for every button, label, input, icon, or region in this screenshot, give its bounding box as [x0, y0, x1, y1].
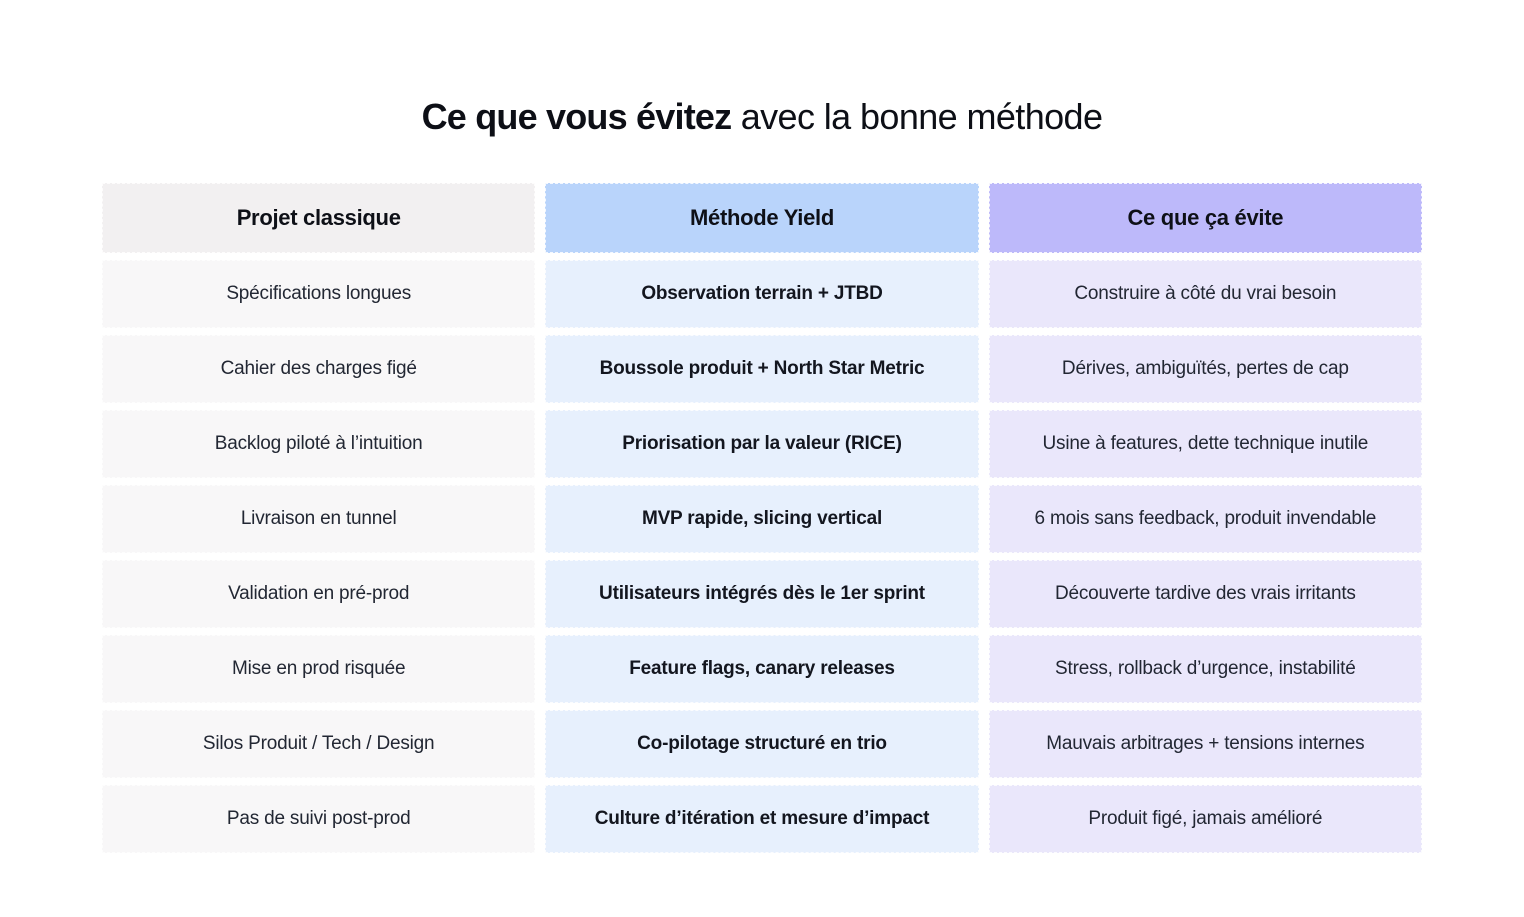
- table-cell-yield: Observation terrain + JTBD: [545, 260, 979, 328]
- comparison-table: Projet classique Méthode Yield Ce que ça…: [102, 183, 1422, 853]
- table-cell-classic: Backlog piloté à l’intuition: [102, 410, 536, 478]
- page-title: Ce que vous évitez avec la bonne méthode: [0, 0, 1524, 139]
- table-cell-avoid: 6 mois sans feedback, produit invendable: [988, 485, 1422, 553]
- table-cell-avoid: Construire à côté du vrai besoin: [988, 260, 1422, 328]
- table-cell-avoid: Produit figé, jamais amélioré: [988, 785, 1422, 853]
- table-cell-classic: Cahier des charges figé: [102, 335, 536, 403]
- table-cell-avoid: Dérives, ambiguïtés, pertes de cap: [988, 335, 1422, 403]
- table-cell-avoid: Stress, rollback d’urgence, instabilité: [988, 635, 1422, 703]
- table-cell-avoid: Usine à features, dette technique inutil…: [988, 410, 1422, 478]
- table-cell-yield: Priorisation par la valeur (RICE): [545, 410, 979, 478]
- table-cell-yield: Boussole produit + North Star Metric: [545, 335, 979, 403]
- table-cell-yield: Feature flags, canary releases: [545, 635, 979, 703]
- page-title-bold: Ce que vous évitez: [421, 96, 733, 137]
- table-cell-classic: Livraison en tunnel: [102, 485, 536, 553]
- table-cell-classic: Pas de suivi post-prod: [102, 785, 536, 853]
- table-cell-yield: Culture d’itération et mesure d’impact: [545, 785, 979, 853]
- table-cell-yield: Co-pilotage structuré en trio: [545, 710, 979, 778]
- column-header-projet-classique: Projet classique: [102, 183, 536, 253]
- table-cell-classic: Spécifications longues: [102, 260, 536, 328]
- column-header-methode-yield: Méthode Yield: [545, 183, 979, 253]
- table-cell-classic: Mise en prod risquée: [102, 635, 536, 703]
- table-cell-classic: Validation en pré-prod: [102, 560, 536, 628]
- table-cell-yield: MVP rapide, slicing vertical: [545, 485, 979, 553]
- page-title-regular: avec la bonne méthode: [740, 96, 1103, 137]
- column-header-ce-que-ca-evite: Ce que ça évite: [988, 183, 1422, 253]
- table-cell-avoid: Découverte tardive des vrais irritants: [988, 560, 1422, 628]
- table-cell-classic: Silos Produit / Tech / Design: [102, 710, 536, 778]
- table-cell-yield: Utilisateurs intégrés dès le 1er sprint: [545, 560, 979, 628]
- table-cell-avoid: Mauvais arbitrages + tensions internes: [988, 710, 1422, 778]
